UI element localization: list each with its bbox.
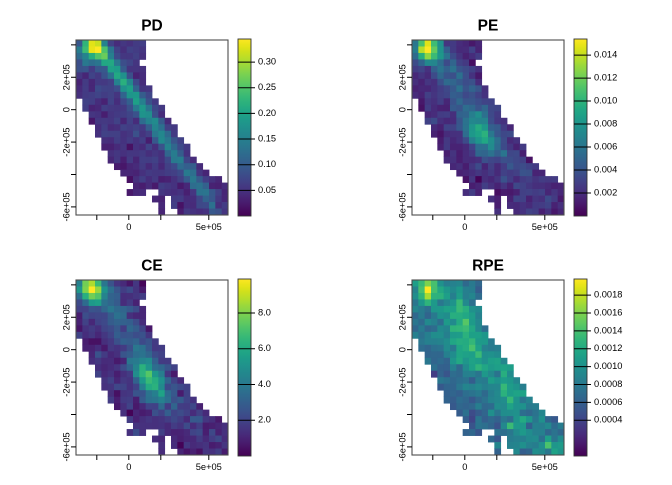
svg-text:0.15: 0.15 xyxy=(258,133,276,143)
svg-text:0: 0 xyxy=(462,462,467,472)
svg-text:-2e+05: -2e+05 xyxy=(61,127,71,156)
svg-text:2e+05: 2e+05 xyxy=(61,304,71,330)
svg-text:0.0008: 0.0008 xyxy=(594,379,622,389)
svg-text:5e+05: 5e+05 xyxy=(532,462,558,472)
svg-text:0.002: 0.002 xyxy=(594,187,617,197)
svg-text:-2e+05: -2e+05 xyxy=(61,367,71,396)
svg-text:0.008: 0.008 xyxy=(594,119,617,129)
svg-text:6.0: 6.0 xyxy=(258,343,271,353)
svg-text:2.0: 2.0 xyxy=(258,415,271,425)
svg-text:PD: PD xyxy=(141,18,163,35)
svg-text:0.25: 0.25 xyxy=(258,82,276,92)
svg-text:RPE: RPE xyxy=(472,258,504,275)
svg-text:0.012: 0.012 xyxy=(594,73,617,83)
svg-text:0: 0 xyxy=(126,462,131,472)
svg-text:0.004: 0.004 xyxy=(594,164,617,174)
svg-text:0.20: 0.20 xyxy=(258,108,276,118)
svg-text:-2e+05: -2e+05 xyxy=(397,367,407,396)
svg-text:0.014: 0.014 xyxy=(594,50,617,60)
svg-text:0: 0 xyxy=(61,107,71,112)
svg-text:5e+05: 5e+05 xyxy=(196,462,222,472)
svg-text:0.0016: 0.0016 xyxy=(594,307,622,317)
svg-text:2e+05: 2e+05 xyxy=(397,64,407,90)
svg-text:0.30: 0.30 xyxy=(258,57,276,67)
svg-text:-6e+05: -6e+05 xyxy=(397,432,407,461)
svg-text:-6e+05: -6e+05 xyxy=(397,192,407,221)
svg-text:0.006: 0.006 xyxy=(594,141,617,151)
svg-text:0.0010: 0.0010 xyxy=(594,361,622,371)
svg-text:8.0: 8.0 xyxy=(258,307,271,317)
svg-text:0: 0 xyxy=(397,347,407,352)
svg-text:2e+05: 2e+05 xyxy=(61,64,71,90)
svg-text:0: 0 xyxy=(397,107,407,112)
svg-text:0: 0 xyxy=(61,347,71,352)
svg-text:CE: CE xyxy=(141,258,163,275)
svg-text:-6e+05: -6e+05 xyxy=(61,432,71,461)
svg-text:0: 0 xyxy=(462,222,467,232)
svg-text:0.0004: 0.0004 xyxy=(594,415,622,425)
svg-text:PE: PE xyxy=(478,18,499,35)
svg-text:0.05: 0.05 xyxy=(258,185,276,195)
svg-text:0.0014: 0.0014 xyxy=(594,325,622,335)
svg-text:4.0: 4.0 xyxy=(258,379,271,389)
svg-text:0.010: 0.010 xyxy=(594,96,617,106)
svg-text:0.0006: 0.0006 xyxy=(594,397,622,407)
svg-text:5e+05: 5e+05 xyxy=(196,222,222,232)
svg-text:-2e+05: -2e+05 xyxy=(397,127,407,156)
svg-text:0.0018: 0.0018 xyxy=(594,290,622,300)
svg-text:5e+05: 5e+05 xyxy=(532,222,558,232)
svg-text:0.10: 0.10 xyxy=(258,159,276,169)
svg-text:0.0012: 0.0012 xyxy=(594,343,622,353)
svg-text:0: 0 xyxy=(126,222,131,232)
svg-text:-6e+05: -6e+05 xyxy=(61,192,71,221)
svg-text:2e+05: 2e+05 xyxy=(397,304,407,330)
